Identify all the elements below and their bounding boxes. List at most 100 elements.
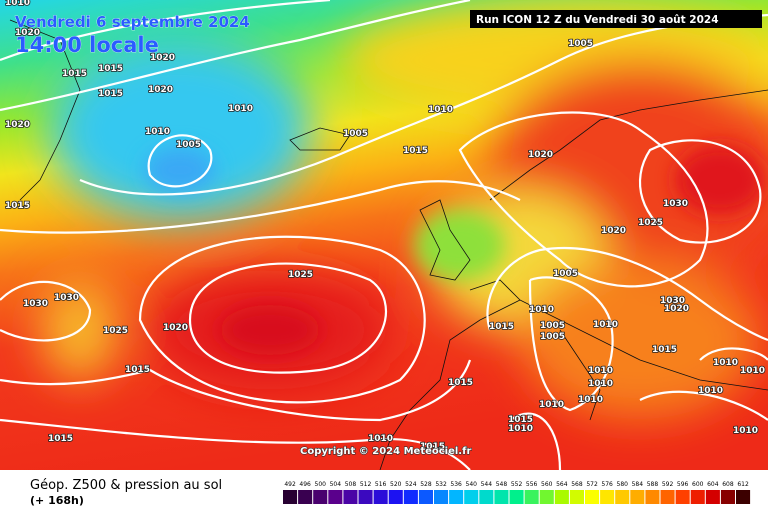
isobar-label: 1025	[103, 326, 128, 336]
footer-lead: (+ 168h)	[30, 494, 84, 507]
isobar-label: 1030	[660, 296, 685, 306]
isobar-label: 1010	[698, 386, 723, 396]
isobar-label: 1015	[403, 146, 428, 156]
legend-label: 596	[677, 481, 689, 488]
legend-swatch	[554, 490, 569, 504]
legend-swatch	[298, 490, 313, 504]
isobar-label: 1010	[5, 0, 30, 8]
legend-swatch	[479, 490, 494, 504]
run-info: Run ICON 12 Z du Vendredi 30 août 2024	[476, 14, 719, 26]
isobar-label: 1010	[428, 105, 453, 115]
legend-swatch	[509, 490, 524, 504]
legend-swatch	[539, 490, 554, 504]
run-box	[470, 10, 762, 28]
legend-label: 540	[466, 481, 478, 488]
isobar-label: 1020	[5, 120, 30, 130]
isobar-label: 1030	[23, 299, 48, 309]
isobar-label: 1010	[593, 320, 618, 330]
isobar-label: 1015	[5, 201, 30, 211]
legend-label: 556	[526, 481, 538, 488]
isobar-label: 1010	[508, 424, 533, 434]
isobar-label: 1005	[540, 321, 565, 331]
isobar-label: 1010	[588, 366, 613, 376]
isobar-label: 1020	[601, 226, 626, 236]
legend-swatch	[418, 490, 433, 504]
legend-swatch	[449, 490, 464, 504]
legend-swatch	[403, 490, 418, 504]
legend-swatch	[569, 490, 584, 504]
legend-label: 496	[299, 481, 311, 488]
legend-label: 548	[496, 481, 508, 488]
legend-label: 504	[330, 481, 342, 488]
legend-label: 612	[737, 481, 749, 488]
legend-swatch	[660, 490, 675, 504]
legend-swatch	[464, 490, 479, 504]
isobar-label: 1015	[420, 442, 445, 452]
legend-label: 608	[722, 481, 734, 488]
legend-label: 544	[481, 481, 493, 488]
legend-label: 520	[390, 481, 402, 488]
legend-swatch	[615, 490, 630, 504]
isobar-label: 1030	[54, 293, 79, 303]
isobar-label: 1010	[529, 305, 554, 315]
legend-swatch	[645, 490, 660, 504]
isobar-label: 1015	[489, 322, 514, 332]
legend-label: 532	[435, 481, 447, 488]
legend-swatch	[283, 490, 298, 504]
isobar-label: 1020	[163, 323, 188, 333]
legend-swatch	[373, 490, 388, 504]
isobar-label: 1010	[228, 104, 253, 114]
legend-label: 492	[284, 481, 296, 488]
legend-swatch	[690, 490, 705, 504]
legend-label: 584	[632, 481, 644, 488]
legend-swatch	[675, 490, 690, 504]
legend-label: 568	[571, 481, 583, 488]
isobar-label: 1010	[539, 400, 564, 410]
isobar-label: 1010	[588, 379, 613, 389]
legend-swatch	[630, 490, 645, 504]
isobar-label: 1010	[578, 395, 603, 405]
legend-swatch	[736, 490, 751, 504]
legend-label: 536	[450, 481, 462, 488]
legend-label: 512	[360, 481, 372, 488]
legend-swatch	[705, 490, 720, 504]
legend-label: 588	[647, 481, 659, 488]
legend-label: 516	[375, 481, 387, 488]
map-time: 14:00 locale	[15, 33, 159, 57]
legend-swatch	[524, 490, 539, 504]
legend-swatch	[358, 490, 373, 504]
isobar-label: 1010	[713, 358, 738, 368]
isobar-label: 1030	[663, 199, 688, 209]
legend-label: 524	[405, 481, 417, 488]
legend-swatch	[434, 490, 449, 504]
map-date: Vendredi 6 septembre 2024	[15, 13, 250, 31]
legend-label: 600	[692, 481, 704, 488]
legend-label: 500	[315, 481, 327, 488]
isobar-label: 1025	[638, 218, 663, 228]
legend-swatch	[313, 490, 328, 504]
footer-title: Géop. Z500 & pression au sol	[30, 478, 222, 493]
isobar-label: 1005	[540, 332, 565, 342]
isobar-label: 1020	[664, 304, 689, 314]
legend-label: 572	[586, 481, 598, 488]
legend-label: 528	[420, 481, 432, 488]
legend: 492 496 500 504 508 512 516 520 524 528 532 536 540 5…	[283, 481, 751, 504]
legend-swatch	[494, 490, 509, 504]
legend-label: 580	[617, 481, 629, 488]
isobar-label: 1015	[48, 434, 73, 444]
isobar-label: 1005	[176, 140, 201, 150]
isobar-label: 1015	[62, 69, 87, 79]
legend-label: 552	[511, 481, 523, 488]
isobar-label: 1015	[448, 378, 473, 388]
copyright: Copyright © 2024 Meteociel.fr	[300, 446, 471, 457]
isobar-label: 1020	[528, 150, 553, 160]
isobar-label: 1010	[368, 434, 393, 444]
isobar-label: 1005	[343, 129, 368, 139]
isobar-label: 1010	[740, 366, 765, 376]
isobar-label: 1025	[288, 270, 313, 280]
legend-label: 604	[707, 481, 719, 488]
legend-label: 576	[601, 481, 613, 488]
legend-swatch	[600, 490, 615, 504]
